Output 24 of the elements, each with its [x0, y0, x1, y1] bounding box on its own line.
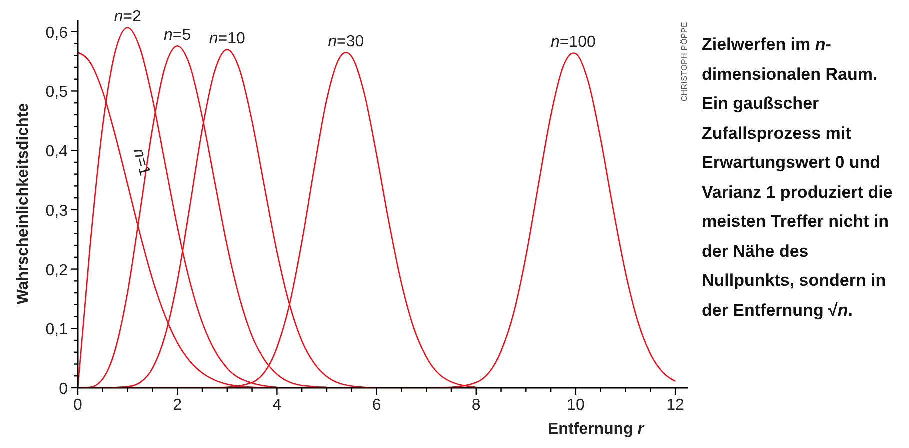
x-tick-label: 6 — [372, 397, 382, 414]
x-tick-label: 10 — [567, 397, 585, 414]
x-axis-title: Entfernung r — [548, 421, 645, 438]
y-tick-label: 0,3 — [46, 202, 68, 220]
series-label: n=10 — [209, 30, 246, 48]
x-tick-label: 4 — [272, 397, 282, 414]
series-label: n=2 — [114, 8, 142, 26]
y-tick-label: 0,5 — [46, 84, 68, 102]
text: n=1 — [130, 147, 154, 178]
y-tick-label: 0,4 — [46, 144, 68, 161]
x-tick-label: 12 — [666, 397, 685, 414]
x-tick-label: 8 — [472, 397, 481, 414]
series-label: n=100 — [550, 34, 596, 52]
y-axis-title: Wahrscheinlichkeitsdichte — [15, 103, 32, 305]
x-tick-label: 2 — [173, 397, 182, 414]
y-tick-label: 0 — [59, 381, 68, 398]
text: Zielwerfen im n-dimensionalen Raum. Ein gaußscher Zufallsprozess mit Erwartungswert 0 und Varianz 1 produziert die meisten Treffer nicht in der Nähe des Nullpunkts, sondern in der Entfernung √n. — [702, 35, 893, 320]
y-tick-label: 0,1 — [46, 322, 68, 339]
x-tick-label: 0 — [74, 397, 83, 414]
y-tick-label: 0,2 — [46, 262, 68, 280]
series-label: n=5 — [164, 27, 192, 44]
series-label: n=30 — [328, 34, 364, 51]
credit-text: CHRISTOPH PÖPPE — [680, 22, 689, 102]
y-tick-label: 0,6 — [46, 24, 68, 42]
